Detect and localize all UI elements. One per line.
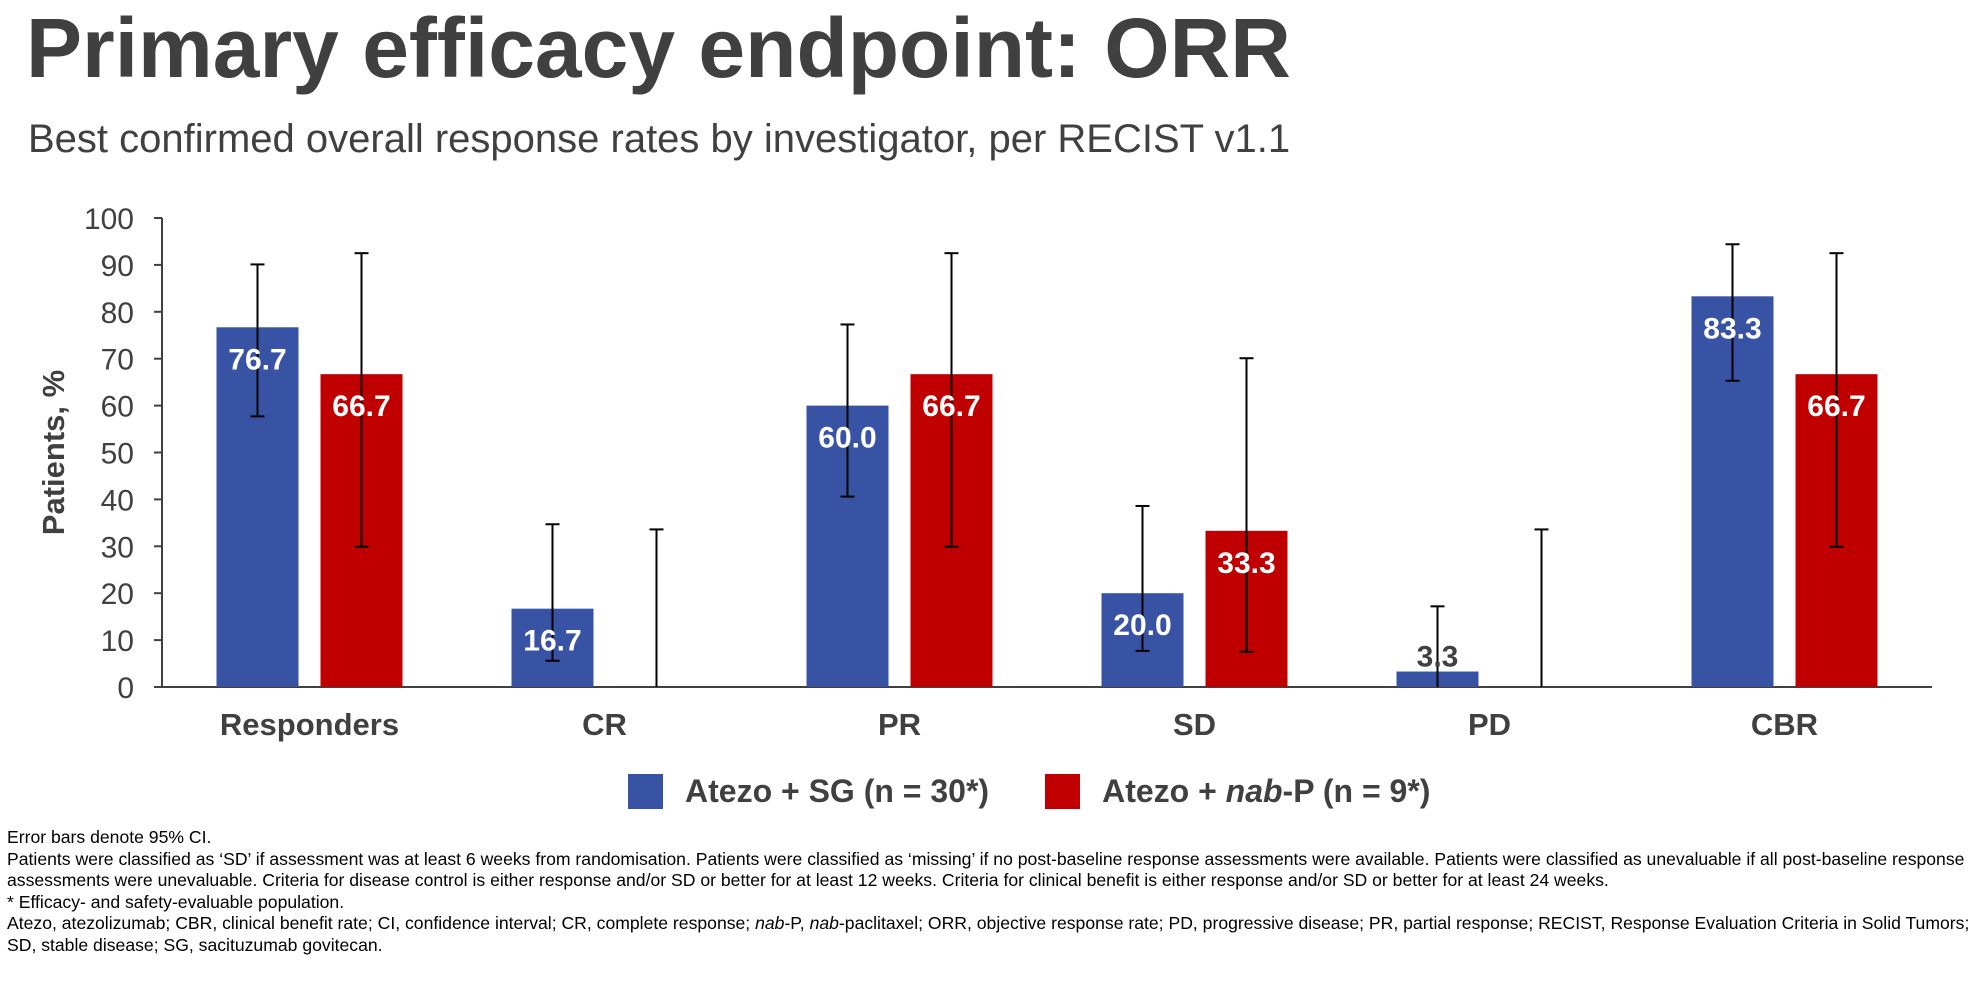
bar-chart: 0 10 20 30 40 50 60 70 80 90 100 Patients, % Respond… — [36, 203, 1932, 742]
y-tick-label: 60 — [101, 391, 134, 424]
y-tick-label: 90 — [101, 250, 134, 283]
y-tick-label: 80 — [101, 297, 134, 330]
chart-legend: Atezo + SG (n = 30*) Atezo + nab-P (n = … — [628, 773, 1486, 810]
data-label: 3.3 — [1417, 641, 1459, 674]
data-label: 76.7 — [228, 343, 286, 376]
footnote-error-bars: Error bars denote 95% CI. — [7, 827, 212, 847]
footnote-abbreviations: Atezo, atezolizumab; CBR, clinical benef… — [7, 913, 1970, 955]
legend-item-atezo-nabp: Atezo + nab-P (n = 9*) — [1045, 773, 1430, 810]
y-tick-label: 10 — [101, 625, 134, 658]
legend-label-atezo-nabp: Atezo + nab-P (n = 9*) — [1102, 773, 1431, 809]
x-category-label: PR — [878, 707, 921, 742]
page-subtitle: Best confirmed overall response rates by… — [28, 117, 1291, 161]
footnote-population: * Efficacy- and safety-evaluable populat… — [7, 891, 345, 912]
legend-swatch-atezo-sg — [628, 774, 663, 809]
x-category-label: Responders — [220, 707, 399, 742]
chart-bars — [216, 296, 1878, 687]
y-tick-label: 20 — [101, 578, 134, 611]
x-category-label: CR — [582, 707, 627, 742]
y-tick-label: 70 — [101, 344, 134, 377]
chart-error-bars — [250, 243, 1844, 687]
footnotes: Error bars denote 95% CI. Patients were … — [7, 827, 1982, 956]
y-tick-label: 30 — [101, 531, 134, 564]
chart-data-labels: 76.7 16.7 60.0 20.0 3.3 83.3 66.7 66.7 33.3 66.7 — [228, 312, 1865, 673]
data-label: 60.0 — [818, 422, 876, 455]
x-category-label: CBR — [1751, 707, 1818, 742]
legend-item-atezo-sg: Atezo + SG (n = 30*) — [628, 773, 989, 810]
x-category-label: SD — [1173, 707, 1216, 742]
page-title: Primary efficacy endpoint: ORR — [26, 1, 1291, 95]
x-category-label: PD — [1468, 707, 1511, 742]
footnote-classification: Patients were classified as ‘SD’ if asse… — [7, 848, 1965, 891]
data-label: 33.3 — [1217, 547, 1275, 580]
data-label: 83.3 — [1703, 312, 1761, 345]
legend-label-atezo-sg: Atezo + SG (n = 30*) — [685, 773, 990, 809]
chart-axes: 0 10 20 30 40 50 60 70 80 90 100 Patients, % Respond… — [36, 203, 1932, 742]
y-tick-label: 50 — [101, 438, 134, 471]
data-label: 66.7 — [922, 390, 980, 423]
y-tick-label: 100 — [84, 203, 134, 236]
y-tick-label: 0 — [117, 672, 134, 705]
legend-swatch-atezo-nabp — [1045, 774, 1081, 809]
data-label: 66.7 — [332, 390, 390, 423]
data-label: 66.7 — [1807, 390, 1865, 423]
y-axis-title: Patients, % — [36, 370, 71, 535]
y-tick-label: 40 — [101, 484, 134, 517]
data-label: 20.0 — [1113, 609, 1171, 642]
data-label: 16.7 — [523, 625, 581, 658]
